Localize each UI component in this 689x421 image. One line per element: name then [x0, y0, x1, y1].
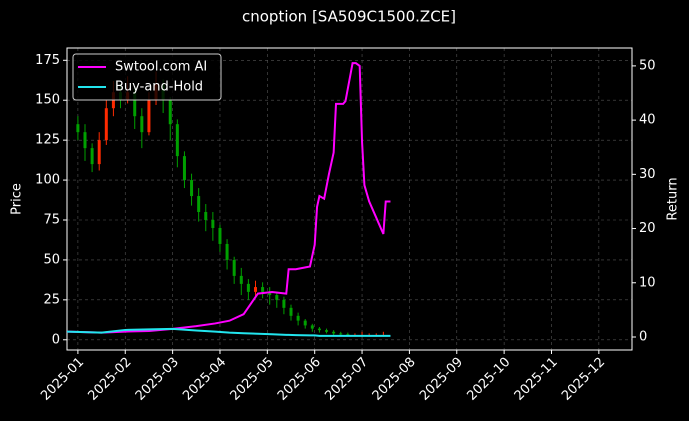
candle-body — [218, 227, 222, 244]
candle-body — [339, 333, 343, 335]
candle-body — [90, 148, 94, 165]
y2-tick-label: 20 — [639, 221, 656, 236]
candle-body — [310, 325, 314, 329]
x-tick-label: 2025-05 — [228, 355, 277, 404]
candle-body — [197, 196, 201, 213]
candle-body — [133, 92, 137, 117]
candle-body — [317, 328, 321, 331]
y-tick-label: 50 — [43, 252, 60, 267]
legend-label: Swtool.com AI — [115, 60, 207, 75]
candle-body — [104, 108, 108, 141]
y2-tick-label: 40 — [639, 113, 656, 128]
candle-body — [325, 330, 329, 332]
x-tick-label: 2025-04 — [180, 355, 229, 404]
y-tick-label: 75 — [43, 213, 60, 228]
candle-body — [289, 307, 293, 316]
candle-body — [168, 100, 172, 125]
candle-body — [296, 315, 300, 321]
y2-tick-label: 10 — [639, 275, 656, 290]
candle-body — [282, 299, 286, 308]
candle-body — [190, 180, 194, 197]
candle-body — [253, 287, 257, 292]
candle-body — [303, 320, 307, 326]
x-tick-label: 2025-11 — [512, 355, 561, 404]
x-tick-label: 2025-02 — [86, 355, 135, 404]
candle-body — [175, 124, 179, 157]
x-tick-label: 2025-12 — [559, 355, 608, 404]
y2-tick-label: 30 — [639, 167, 656, 182]
candle-body — [239, 275, 243, 284]
x-tick-label: 2025-08 — [370, 355, 419, 404]
x-tick-label: 2025-01 — [38, 355, 87, 404]
x-tick-label: 2025-10 — [464, 355, 513, 404]
y-tick-label: 125 — [35, 133, 60, 148]
candle-body — [232, 259, 236, 276]
y2-tick-label: 0 — [639, 329, 647, 344]
x-tick-label: 2025-09 — [417, 355, 466, 404]
series-line — [66, 327, 391, 337]
y-tick-label: 25 — [43, 292, 60, 307]
candle-body — [261, 287, 265, 292]
candle-body — [246, 283, 250, 292]
candle-body — [97, 140, 101, 165]
plot-frame — [66, 47, 633, 351]
candle-body — [275, 295, 279, 300]
y-axis-label: Price — [10, 183, 25, 215]
y-tick-label: 150 — [35, 93, 60, 108]
legend-label: Buy-and-Hold — [115, 80, 203, 95]
x-tick-label: 2025-06 — [275, 355, 324, 404]
y-tick-label: 175 — [35, 53, 60, 68]
candle-body — [83, 132, 87, 149]
chart-title: cnoption [SA509C1500.ZCE] — [242, 8, 456, 26]
candle-body — [140, 116, 144, 133]
y-tick-label: 100 — [35, 173, 60, 188]
series-line — [66, 62, 391, 334]
candle-body — [147, 100, 151, 133]
y-tick-label: 0 — [52, 332, 60, 347]
candle-body — [268, 291, 272, 296]
candle-body — [204, 212, 208, 221]
candle-body — [346, 334, 350, 336]
y2-tick-label: 50 — [639, 58, 656, 73]
candle-body — [332, 331, 336, 334]
candle-body — [76, 124, 80, 133]
legend-box — [72, 53, 222, 101]
candle-body — [225, 243, 229, 260]
x-tick-label: 2025-03 — [133, 355, 182, 404]
y2-axis-label: Return — [666, 177, 681, 220]
x-tick-label: 2025-07 — [322, 355, 371, 404]
candle-body — [211, 220, 215, 228]
candle-body — [182, 156, 186, 181]
